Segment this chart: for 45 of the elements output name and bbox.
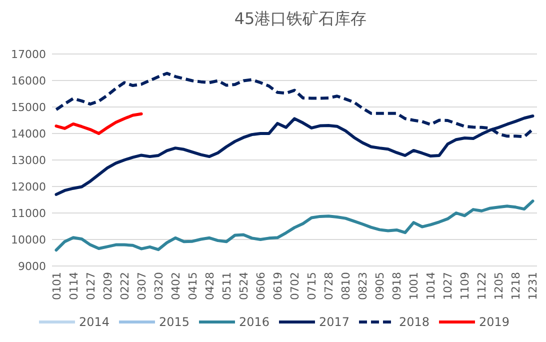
x-tick-label: 1001: [408, 272, 421, 300]
x-tick-label: 1122: [476, 272, 489, 300]
y-tick-label: 15000: [11, 101, 46, 114]
x-tick-label: 0619: [271, 272, 284, 300]
y-tick-label: 9000: [18, 260, 46, 273]
x-tick-label: 1109: [458, 272, 472, 300]
legend-label: 2019: [479, 315, 510, 329]
y-tick-label: 10000: [11, 234, 46, 246]
x-tick-label: 0402: [169, 272, 182, 300]
legend-label: 2014: [79, 315, 110, 329]
x-tick-label: 0728: [322, 272, 336, 300]
x-tick-label: 0905: [374, 272, 387, 300]
x-tick-label: 0209: [101, 272, 114, 300]
x-tick-label: 0918: [390, 272, 404, 300]
x-tick-label: 0320: [152, 272, 166, 300]
x-tick-label: 1027: [442, 272, 455, 300]
x-tick-label: 0307: [135, 272, 148, 300]
chart-title: 45港口铁矿石库存: [234, 9, 367, 28]
x-tick-label: 0114: [67, 272, 80, 300]
y-tick-label: 14000: [11, 128, 46, 140]
x-tick-label: 0127: [84, 272, 98, 300]
x-tick-label: 0415: [186, 272, 200, 300]
x-tick-label: 1218: [510, 272, 523, 300]
x-tick-label: 1014: [424, 272, 438, 300]
x-tick-label: 0810: [340, 272, 353, 300]
x-tick-label: 0702: [288, 272, 302, 300]
y-tick-label: 16000: [11, 74, 46, 88]
x-tick-label: 0222: [118, 272, 132, 300]
x-tick-label: 0823: [356, 272, 370, 300]
x-tick-label: 0511: [220, 272, 234, 300]
y-tick-label: 13000: [11, 154, 46, 167]
x-tick-label: 1205: [492, 272, 506, 300]
legend-label: 2016: [239, 315, 270, 329]
legend-label: 2018: [399, 315, 430, 329]
y-tick-label: 11000: [11, 207, 46, 220]
legend-label: 2017: [319, 315, 350, 329]
x-tick-label: 0524: [237, 272, 250, 300]
x-tick-label: 0606: [254, 272, 268, 300]
x-tick-label: 0715: [306, 272, 319, 300]
y-tick-label: 17000: [11, 48, 46, 61]
x-tick-label: 0101: [50, 272, 64, 300]
x-tick-label: 0428: [203, 272, 216, 300]
legend-label: 2015: [159, 315, 190, 329]
y-tick-label: 12000: [11, 180, 46, 194]
x-tick-label: 1231: [526, 272, 540, 300]
